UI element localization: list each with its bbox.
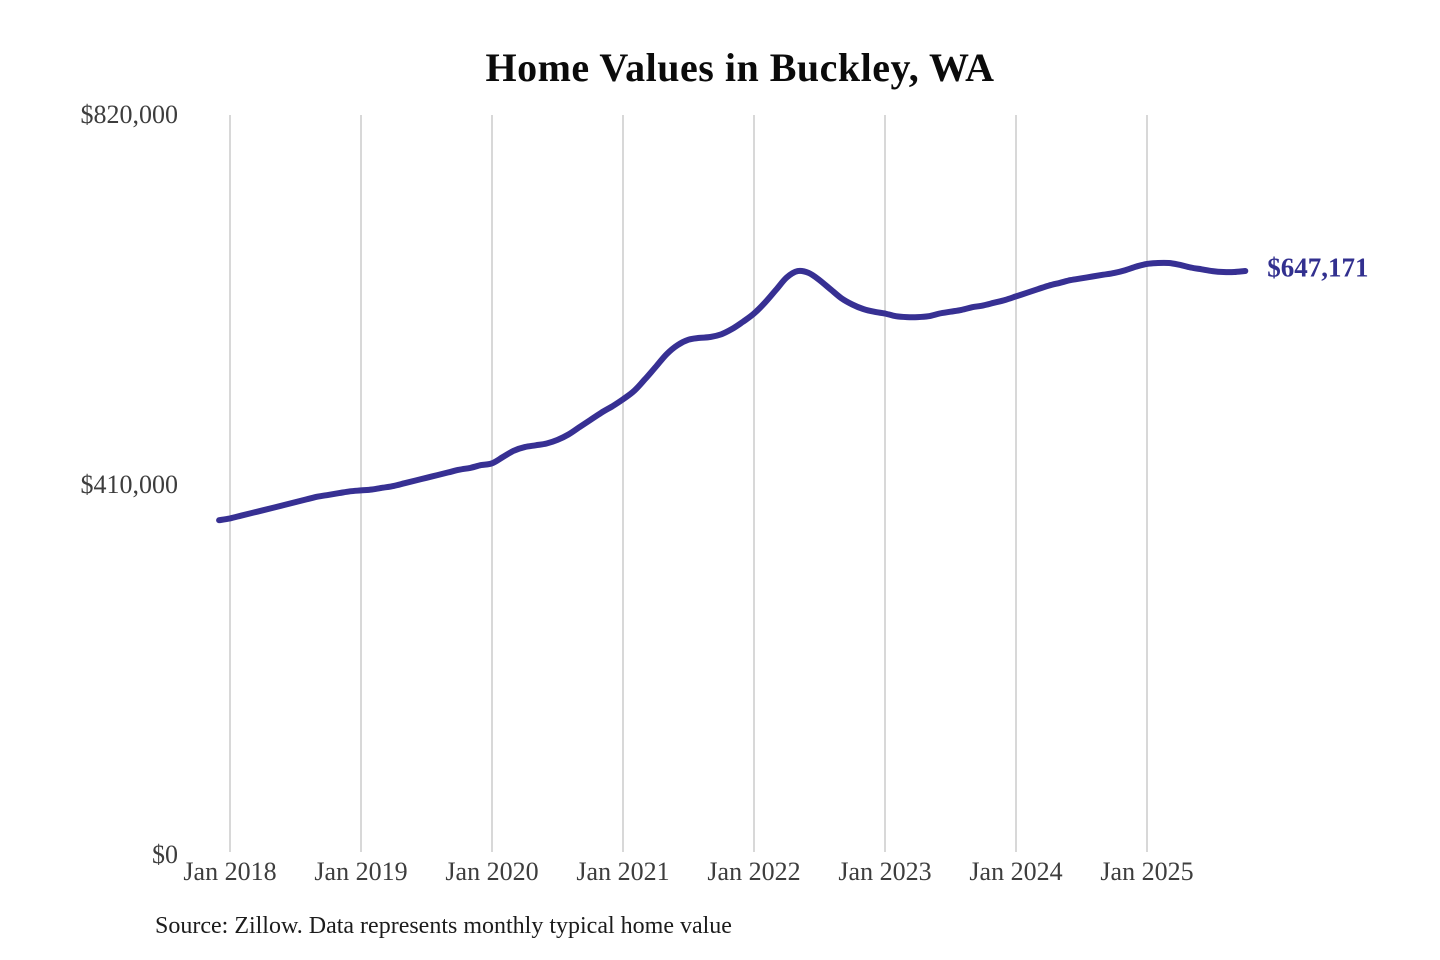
- y-axis-tick-label: $0: [152, 840, 178, 869]
- home-value-line: [216, 259, 1249, 524]
- x-axis-tick-label: Jan 2018: [183, 857, 277, 886]
- x-axis-tick-label: Jan 2021: [576, 857, 670, 886]
- x-axis-tick-label: Jan 2019: [314, 857, 408, 886]
- source-note: Source: Zillow. Data represents monthly …: [155, 913, 732, 939]
- vertical-gridlines: [229, 115, 1148, 852]
- x-axis-tick-label: Jan 2022: [707, 857, 801, 886]
- page-title: Home Values in Buckley, WA: [485, 45, 995, 90]
- y-axis-tick-label: $410,000: [80, 470, 179, 499]
- y-axis-tick-label: $820,000: [80, 100, 179, 129]
- x-axis-tick-label: Jan 2023: [838, 857, 932, 886]
- x-axis-tick-label: Jan 2020: [445, 857, 539, 886]
- x-axis-tick-label: Jan 2024: [969, 857, 1063, 886]
- end-value-label: $647,171: [1267, 252, 1369, 283]
- x-axis-tick-label: Jan 2025: [1100, 857, 1194, 886]
